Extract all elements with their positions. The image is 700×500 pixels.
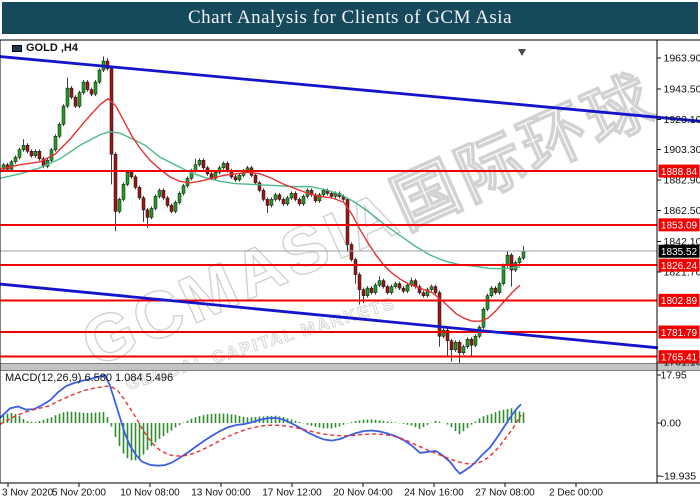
svg-text:5 Nov 20:00: 5 Nov 20:00	[52, 488, 106, 499]
svg-text:1923.10: 1923.10	[664, 114, 700, 126]
svg-text:1853.09: 1853.09	[661, 221, 698, 232]
macd-lines	[0, 374, 522, 475]
sr-price-badge: 1853.09	[658, 218, 700, 232]
symbol-timeframe-label: GOLD ,H4	[12, 42, 78, 54]
svg-text:0.00: 0.00	[661, 418, 682, 430]
title-bar: Chart Analysis for Clients of GCM Asia	[2, 2, 698, 34]
current-price-badge: 1835.52	[658, 244, 700, 258]
svg-text:20 Nov 04:00: 20 Nov 04:00	[333, 488, 393, 499]
page-title: Chart Analysis for Clients of GCM Asia	[187, 7, 513, 28]
svg-text:13 Nov 00:00: 13 Nov 00:00	[191, 488, 251, 499]
chart-frame	[0, 39, 700, 484]
svg-text:10 Nov 08:00: 10 Nov 08:00	[120, 488, 180, 499]
chart-symbol-icon	[12, 44, 22, 52]
symbol-timeframe-text: GOLD ,H4	[26, 42, 78, 54]
macd-histogram	[2, 408, 525, 461]
svg-text:2 Dec 00:00: 2 Dec 00:00	[549, 488, 603, 499]
panel-divider[interactable]	[0, 363, 700, 371]
svg-text:1781.79: 1781.79	[661, 328, 698, 339]
svg-text:-19.935: -19.935	[661, 471, 697, 483]
svg-text:1903.30: 1903.30	[664, 144, 700, 156]
svg-text:1765.41: 1765.41	[661, 352, 698, 363]
svg-text:17.95: 17.95	[661, 370, 687, 382]
down-triangle-icon	[518, 49, 526, 56]
svg-text:27 Nov 08:00: 27 Nov 08:00	[475, 488, 535, 499]
svg-text:3 Nov 2020: 3 Nov 2020	[2, 488, 54, 499]
sr-price-badge: 1781.79	[658, 325, 700, 339]
svg-text:1963.90: 1963.90	[664, 53, 700, 65]
svg-text:1835.52: 1835.52	[661, 247, 698, 258]
svg-text:1862.50: 1862.50	[664, 205, 700, 217]
svg-text:17 Nov 12:00: 17 Nov 12:00	[262, 488, 322, 499]
sr-price-badge: 1765.41	[658, 350, 700, 363]
svg-text:1943.50: 1943.50	[664, 83, 700, 95]
svg-text:24 Nov 16:00: 24 Nov 16:00	[404, 488, 464, 499]
sr-price-badge: 1826.24	[658, 258, 700, 272]
svg-text:1802.89: 1802.89	[661, 296, 698, 307]
sr-price-badge: 1802.89	[658, 293, 700, 307]
sr-price-badge: 1888.84	[658, 164, 700, 178]
svg-text:1888.84: 1888.84	[661, 167, 698, 178]
price-axis[interactable]: 1963.901943.501923.101903.301882.901862.…	[657, 53, 700, 483]
support-resistance-lines[interactable]	[0, 170, 657, 358]
trendlines-layer[interactable]	[0, 55, 700, 350]
macd-indicator-label: MACD(12,26,9) 6.580 1.084 5.496	[5, 372, 174, 384]
moving-averages-layer	[0, 97, 521, 322]
svg-text:1826.24: 1826.24	[661, 261, 698, 272]
